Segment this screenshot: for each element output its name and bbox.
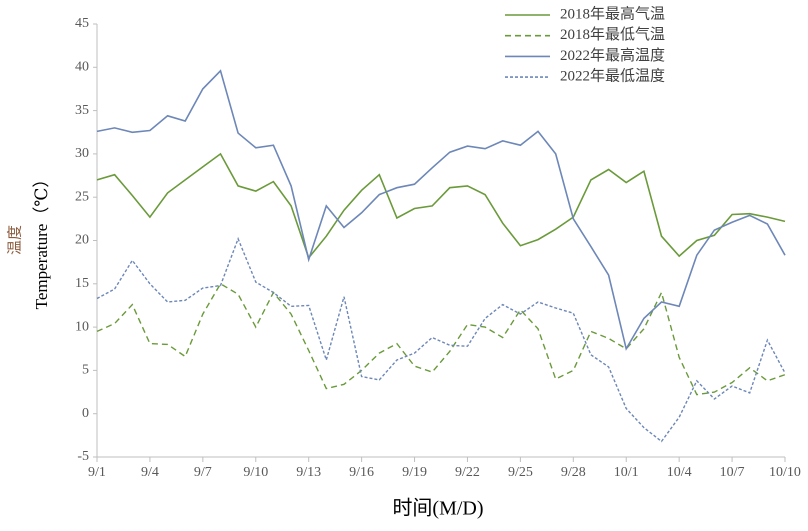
series-line — [96, 282, 786, 396]
x-tick-label: 10/7 — [720, 465, 745, 480]
x-tick-label: 9/28 — [561, 465, 586, 480]
legend-label: 2022年最高温度 — [560, 47, 665, 64]
x-tick-label: 9/16 — [349, 465, 374, 480]
x-tick-label: 9/1 — [88, 465, 106, 480]
y-tick-label: 45 — [75, 16, 89, 31]
y-tick-label: 35 — [75, 103, 89, 118]
x-tick-label: 10/4 — [667, 465, 692, 480]
y-tick-label: 5 — [82, 363, 89, 378]
x-tick-label: 10/10 — [769, 465, 801, 480]
legend-label: 2022年最低温度 — [560, 68, 665, 85]
x-tick-label: 9/13 — [296, 465, 321, 480]
y-axis-label-cn: 温度 — [6, 225, 23, 255]
legend-label: 2018年最高气温 — [560, 5, 665, 22]
y-tick-label: 25 — [75, 189, 89, 204]
legend-label: 2018年最低气温 — [560, 26, 665, 43]
x-tick-label: 9/22 — [455, 465, 480, 480]
y-tick-label: 30 — [75, 146, 89, 161]
series-line — [96, 236, 786, 443]
y-tick-label: 15 — [75, 276, 89, 291]
x-tick-label: 9/7 — [194, 465, 212, 480]
series-line — [96, 152, 786, 260]
x-axis-label: 时间(M/D) — [392, 497, 483, 520]
x-tick-label: 9/4 — [141, 465, 159, 480]
x-tick-label: 9/25 — [508, 465, 533, 480]
y-tick-label: 40 — [75, 60, 89, 75]
series-line — [96, 69, 786, 351]
y-tick-label: 10 — [75, 319, 89, 334]
y-tick-label: -5 — [77, 449, 89, 464]
y-tick-label: 0 — [82, 406, 89, 421]
x-tick-label: 10/1 — [614, 465, 639, 480]
y-axis-label: Temperature（℃） — [32, 171, 51, 310]
y-tick-label: 20 — [75, 233, 89, 248]
x-tick-label: 9/19 — [402, 465, 427, 480]
x-tick-label: 9/10 — [243, 465, 268, 480]
